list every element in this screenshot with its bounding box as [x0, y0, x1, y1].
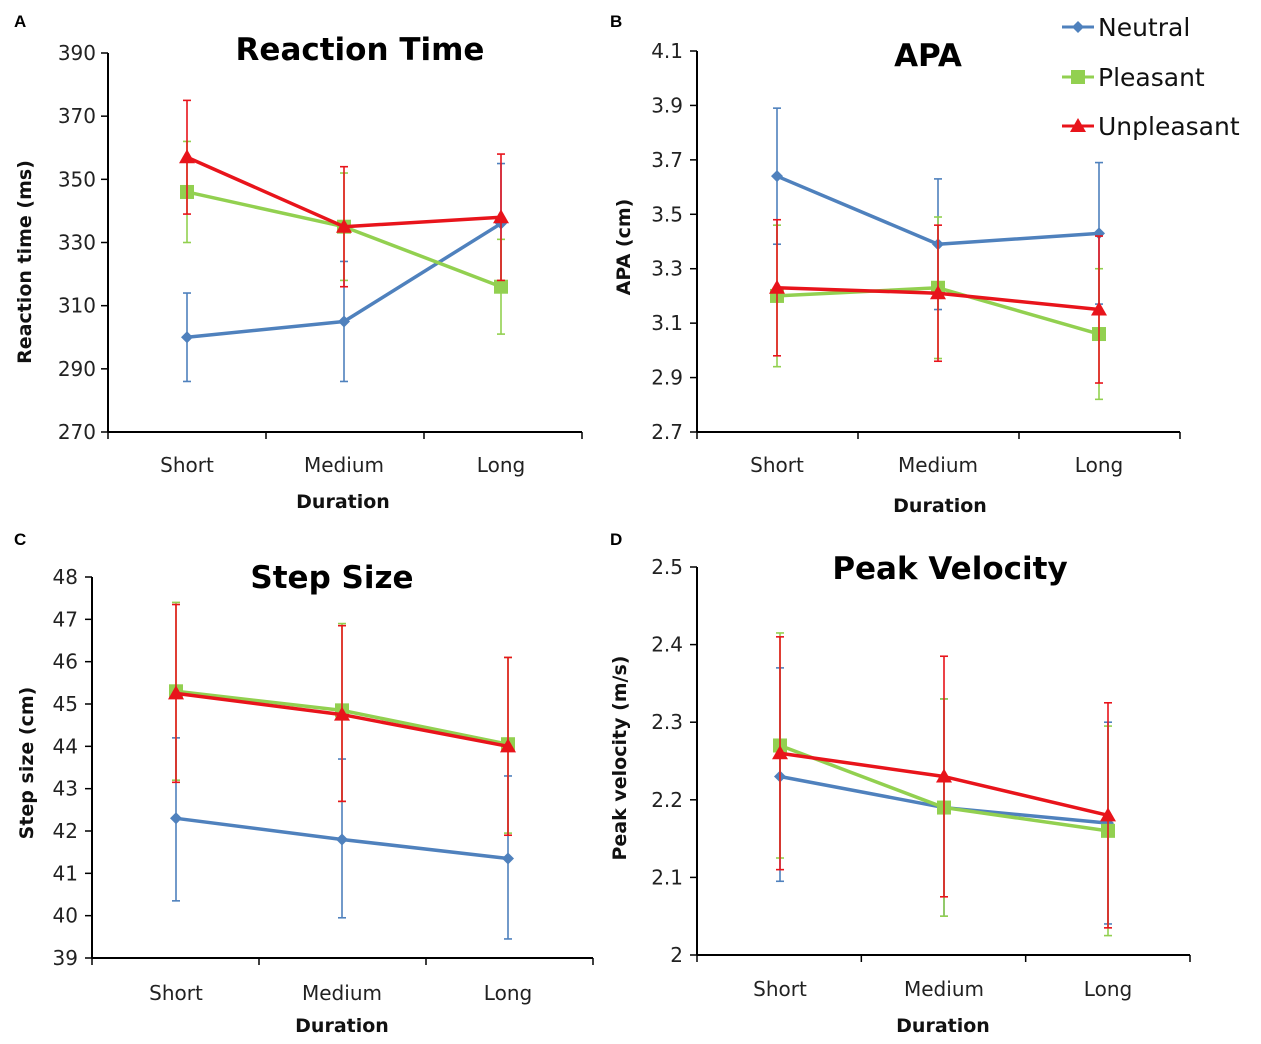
legend-marker-diamond	[1072, 21, 1084, 33]
x-axis-label: Duration	[295, 1015, 389, 1037]
y-tick-label: 43	[53, 777, 78, 801]
legend-marker-square	[1071, 70, 1085, 84]
y-tick-label: 2.3	[651, 710, 683, 734]
y-tick-label: 2.9	[651, 366, 683, 390]
y-tick-label: 2.4	[651, 633, 683, 657]
y-tick-label: 2.2	[651, 788, 683, 812]
x-tick-label: Short	[160, 453, 214, 477]
x-tick-label: Short	[750, 453, 804, 477]
y-tick-label: 350	[58, 167, 96, 191]
data-point-triangle	[930, 285, 946, 300]
data-point-triangle	[772, 745, 788, 760]
y-tick-label: 3.5	[651, 202, 683, 226]
x-tick-label: Medium	[898, 453, 978, 477]
data-point-triangle	[493, 209, 509, 224]
data-point-triangle	[336, 218, 352, 233]
y-axis-label: Step size (cm)	[16, 687, 38, 840]
panel-letter-d: D	[610, 530, 622, 549]
data-point-diamond	[338, 315, 350, 328]
y-axis-label: Reaction time (ms)	[14, 160, 36, 364]
y-tick-label: 2.5	[651, 555, 683, 579]
data-point-triangle	[168, 685, 184, 700]
data-point-triangle	[1091, 301, 1107, 316]
y-tick-label: 44	[53, 734, 78, 758]
series-neutral	[181, 162, 507, 383]
panel-peak-velocity: D Peak Velocity Duration Peak velocity (…	[609, 530, 1191, 1037]
panel-letter-b: B	[610, 12, 622, 31]
data-point-diamond	[170, 812, 182, 825]
legend: Neutral Pleasant Unpleasant	[1062, 13, 1240, 141]
y-tick-label: 3.9	[651, 93, 683, 117]
x-axis-label: Duration	[896, 1015, 990, 1037]
panel-letter-c: C	[14, 530, 26, 549]
panel-step-size: C Step Size Duration Step size (cm) 39 40…	[14, 530, 594, 1037]
series-unpleasant	[179, 99, 509, 288]
data-point-triangle	[936, 768, 952, 783]
legend-marker-triangle	[1070, 118, 1086, 132]
y-axis-label: APA (cm)	[613, 199, 635, 296]
y-tick-label: 41	[53, 861, 78, 885]
chart-title: APA	[894, 38, 962, 74]
series-unpleasant	[168, 603, 516, 837]
y-tick-label: 270	[58, 420, 96, 444]
legend-label: Unpleasant	[1098, 112, 1240, 141]
series-unpleasant	[772, 636, 1116, 929]
data-point-triangle	[334, 706, 350, 721]
y-tick-label: 3.7	[651, 148, 683, 172]
data-point-diamond	[771, 170, 783, 183]
x-tick-label: Medium	[302, 981, 382, 1005]
series-neutral	[170, 737, 514, 940]
y-tick-label: 48	[53, 565, 78, 589]
chart-title: Reaction Time	[236, 32, 485, 68]
legend-entry-pleasant: Pleasant	[1062, 63, 1205, 92]
y-axis-label: Peak velocity (m/s)	[609, 656, 631, 861]
y-tick-label: 2.7	[651, 420, 683, 444]
panel-letter-a: A	[14, 12, 26, 31]
y-tick-label: 42	[53, 819, 78, 843]
data-point-square	[494, 279, 508, 294]
y-tick-label: 330	[58, 231, 96, 255]
legend-label: Pleasant	[1098, 63, 1205, 92]
y-tick-label: 45	[53, 692, 78, 716]
y-tick-label: 2	[670, 943, 683, 967]
panel-apa: B APA Duration APA (cm) 2.7 2.9 3.1 3.3 3.5 3…	[610, 12, 1181, 517]
data-point-triangle	[500, 738, 516, 753]
y-tick-label: 47	[53, 607, 78, 631]
x-tick-label: Short	[753, 977, 807, 1001]
x-tick-label: Medium	[304, 453, 384, 477]
data-point-triangle	[769, 279, 785, 294]
y-tick-label: 4.1	[651, 39, 683, 63]
x-tick-label: Long	[1075, 453, 1123, 477]
y-tick-label: 290	[58, 357, 96, 381]
x-axis-label: Duration	[893, 495, 987, 517]
y-tick-label: 310	[58, 294, 96, 318]
y-tick-label: 39	[53, 946, 78, 970]
data-point-triangle	[1100, 807, 1116, 822]
series-unpleasant	[769, 218, 1107, 384]
data-point-diamond	[181, 331, 193, 344]
chart-title: Peak Velocity	[832, 551, 1067, 587]
x-tick-label: Long	[484, 981, 532, 1005]
legend-entry-neutral: Neutral	[1062, 13, 1190, 42]
x-tick-label: Medium	[904, 977, 984, 1001]
y-tick-label: 40	[53, 904, 78, 928]
y-tick-label: 46	[53, 650, 78, 674]
x-axis-label: Duration	[296, 491, 390, 513]
legend-label: Neutral	[1098, 13, 1190, 42]
x-tick-label: Long	[477, 453, 525, 477]
y-tick-label: 2.1	[651, 865, 683, 889]
legend-entry-unpleasant: Unpleasant	[1062, 112, 1240, 141]
x-tick-label: Long	[1084, 977, 1132, 1001]
y-tick-label: 370	[58, 104, 96, 128]
y-tick-label: 3.1	[651, 311, 683, 335]
data-point-diamond	[502, 852, 514, 865]
data-point-diamond	[336, 833, 348, 846]
data-point-triangle	[179, 149, 195, 164]
panel-reaction-time: A Reaction Time Duration Reaction time (…	[14, 12, 583, 513]
y-tick-label: 390	[58, 41, 96, 65]
chart-title: Step Size	[250, 560, 413, 596]
y-tick-label: 3.3	[651, 257, 683, 281]
x-tick-label: Short	[149, 981, 203, 1005]
